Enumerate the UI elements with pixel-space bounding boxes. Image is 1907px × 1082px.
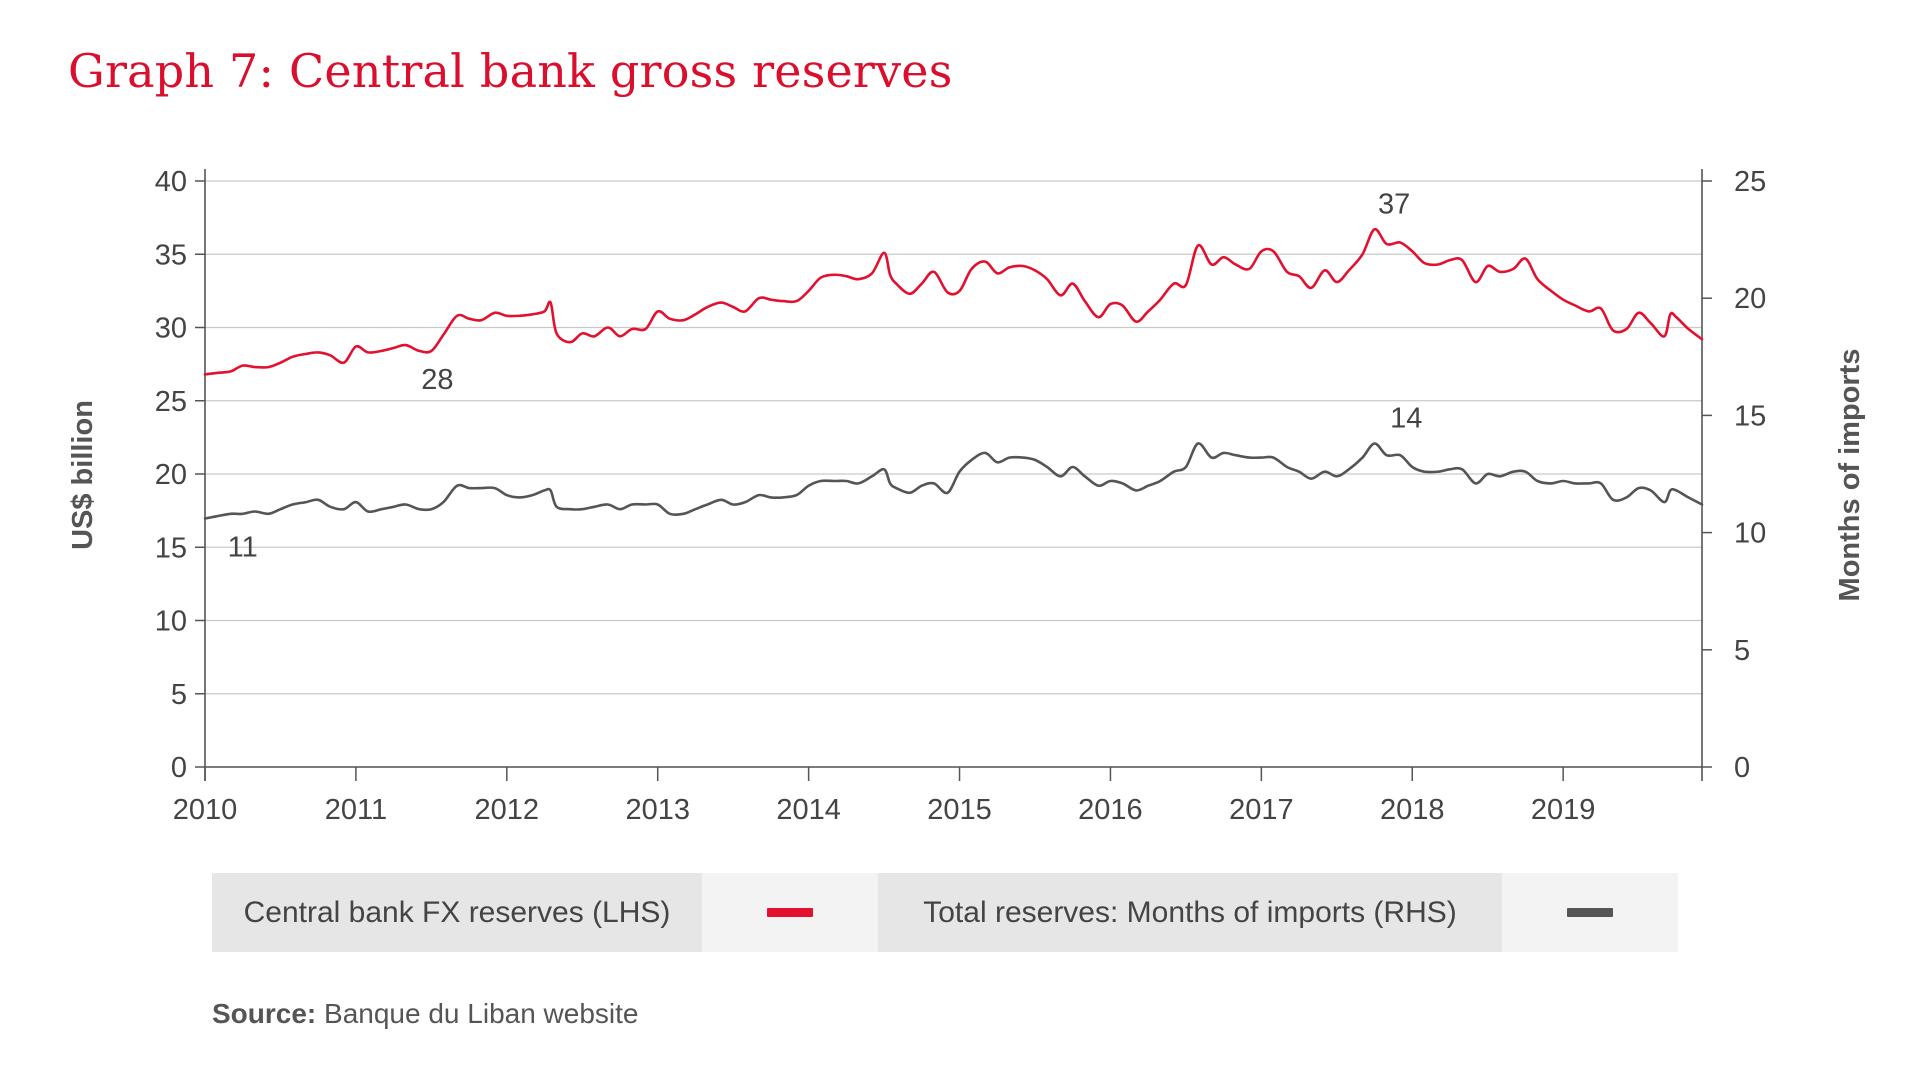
- x-tick-label: 2011: [325, 794, 387, 826]
- y-axis-left-label: US$ billion: [67, 400, 99, 550]
- series-line-months-imports: [203, 442, 1704, 520]
- y-left-tick-label: 15: [155, 532, 187, 564]
- source-text: Banque du Liban website: [324, 998, 639, 1029]
- y-left-tick-label: 10: [155, 606, 187, 638]
- data-label: 28: [421, 364, 453, 396]
- data-label: 11: [228, 532, 258, 564]
- y-left-tick-label: 5: [171, 679, 187, 711]
- legend-swatch-cell-fx: [702, 873, 878, 952]
- legend-label-months-imports: Total reserves: Months of imports (RHS): [878, 873, 1502, 952]
- y-left-tick-label: 0: [171, 752, 187, 784]
- y-right-tick-label: 10: [1734, 518, 1766, 550]
- axes: [195, 169, 1712, 781]
- grid-lines: [205, 180, 1702, 768]
- series-line-fx-reserves: [203, 227, 1704, 376]
- legend-swatch-cell-months: [1502, 873, 1678, 952]
- x-tick-label: 2010: [173, 794, 238, 826]
- y-right-tick-label: 20: [1734, 283, 1766, 315]
- x-tick-label: 2014: [776, 794, 841, 826]
- chart-title: Graph 7: Central bank gross reserves: [68, 44, 953, 98]
- y-right-tick-label: 25: [1734, 166, 1766, 198]
- x-tick-label: 2017: [1229, 794, 1294, 826]
- legend-label-fx-reserves: Central bank FX reserves (LHS): [212, 873, 702, 952]
- legend: Central bank FX reserves (LHS) Total res…: [212, 873, 1678, 952]
- x-tick-label: 2019: [1531, 794, 1596, 826]
- y-right-tick-label: 5: [1734, 635, 1750, 667]
- y-left-tick-label: 40: [155, 166, 187, 198]
- x-tick-label: 2012: [475, 794, 540, 826]
- x-tick-label: 2018: [1380, 794, 1445, 826]
- y-left-tick-label: 20: [155, 459, 187, 491]
- data-label: 14: [1390, 403, 1422, 435]
- chart-svg: 0 5 10 15 20 25 30 35 40 0 5 10 15 20 25 2010 2011 2012 20…: [67, 166, 1866, 826]
- y-left-tick-label: 35: [155, 239, 187, 271]
- x-tick-label: 2013: [625, 794, 690, 826]
- legend-swatch-months-imports: [1567, 908, 1613, 917]
- y-left-tick-label: 30: [155, 313, 187, 345]
- data-label: 37: [1378, 188, 1410, 220]
- source-note: Source: Banque du Liban website: [212, 998, 639, 1030]
- legend-swatch-fx-reserves: [767, 908, 813, 917]
- source-label: Source:: [212, 998, 317, 1029]
- x-tick-label: 2015: [927, 794, 992, 826]
- y-left-tick-label: 25: [155, 386, 187, 418]
- y-right-tick-label: 0: [1734, 752, 1750, 784]
- y-right-tick-label: 15: [1734, 400, 1766, 432]
- x-tick-label: 2016: [1078, 794, 1143, 826]
- series-lines: [203, 227, 1704, 520]
- y-axis-right-label: Months of imports: [1834, 349, 1866, 602]
- axis-labels: 0 5 10 15 20 25 30 35 40 0 5 10 15 20 25 2010 2011 2012 20…: [155, 166, 1767, 826]
